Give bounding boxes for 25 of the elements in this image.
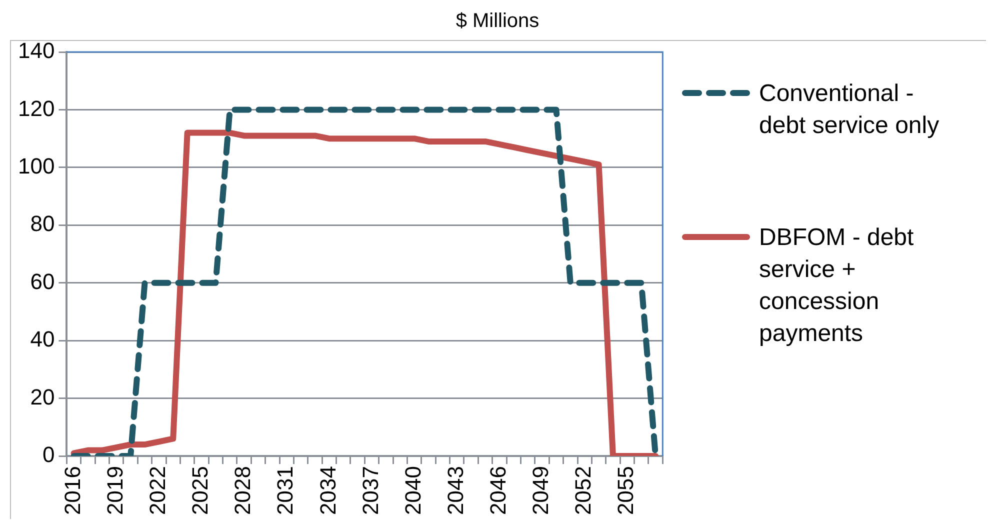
x-tick-label: 2052 [570, 466, 596, 516]
y-tick-label: 0 [42, 442, 55, 468]
legend-label: Conventional - debt service only [759, 79, 940, 141]
x-tick-label: 2037 [358, 466, 383, 516]
y-tick-label: 60 [30, 268, 55, 294]
y-tick-label: 140 [18, 38, 55, 64]
y-tick-label: 100 [18, 154, 55, 179]
x-tick-label: 2028 [230, 466, 256, 516]
x-tick-label: 2055 [613, 466, 638, 516]
x-tick-label: 2025 [188, 466, 213, 516]
x-tick-label: 2046 [486, 466, 511, 516]
x-tick-label: 2031 [272, 466, 298, 516]
x-tick-label: 2019 [102, 466, 128, 516]
x-tick-label: 2016 [60, 466, 85, 516]
y-tick-label: 20 [30, 384, 55, 410]
x-tick-label: 2040 [400, 466, 426, 516]
chart-title: $ Millions [454, 10, 540, 33]
y-tick-label: 80 [30, 211, 55, 236]
x-tick-label: 2049 [528, 466, 554, 516]
x-tick-label: 2043 [442, 466, 468, 516]
x-tick-label: 2034 [315, 466, 340, 516]
x-tick-label: 2022 [144, 466, 170, 516]
y-tick-label: 120 [18, 96, 55, 121]
legend-label: DBFOM - debt service + concession payments [759, 223, 915, 349]
y-tick-label: 40 [30, 326, 55, 352]
